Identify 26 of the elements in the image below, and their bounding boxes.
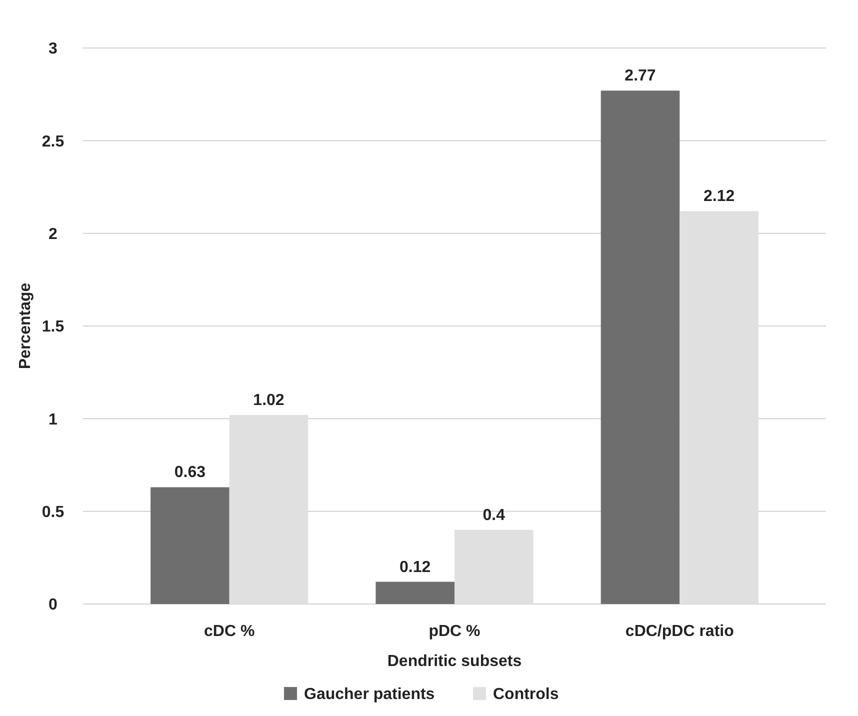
x-tick-label: pDC %: [428, 623, 480, 640]
legend-label: Gaucher patients: [304, 686, 435, 703]
bar: [376, 582, 454, 604]
x-tick-label: cDC/pDC ratio: [625, 623, 734, 640]
data-label: 2.12: [703, 188, 735, 206]
bar: [454, 530, 534, 604]
bar: [229, 414, 308, 604]
y-tick-label: 2: [48, 226, 58, 243]
data-label: 2.77: [624, 68, 656, 85]
y-tick-label: 1.5: [42, 318, 64, 336]
data-label: 0.4: [482, 506, 506, 524]
y-tick-label: 0.5: [42, 504, 64, 521]
y-axis-title: Percentage: [17, 282, 34, 370]
y-tick-label: 0: [48, 596, 58, 614]
legend-label: Controls: [493, 686, 559, 703]
y-tick-label: 3: [48, 40, 58, 58]
y-tick-label: 1: [48, 411, 58, 428]
y-tick-label: 2.5: [42, 133, 64, 150]
x-axis-title: Dendritic subsets: [387, 653, 522, 670]
data-label: 0.63: [174, 464, 206, 482]
data-label: 1.02: [253, 392, 284, 409]
x-tick-label: cDC %: [204, 623, 255, 640]
bar: [150, 487, 230, 604]
data-label: 0.12: [400, 558, 431, 576]
bar: [600, 90, 680, 604]
bar: [680, 211, 758, 604]
